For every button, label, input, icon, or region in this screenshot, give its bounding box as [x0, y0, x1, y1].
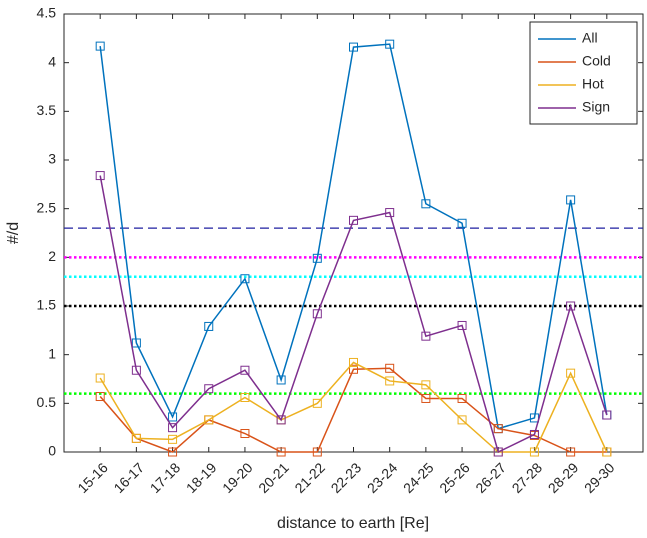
- marker: [131, 433, 141, 443]
- y-tick-label: 4.5: [37, 5, 57, 21]
- x-tick-label: 27-28: [509, 459, 546, 496]
- marker: [529, 447, 539, 457]
- marker: [493, 424, 503, 434]
- marker: [95, 392, 105, 402]
- x-tick-label: 26-27: [472, 459, 509, 496]
- y-tick-label: 2.5: [37, 199, 57, 215]
- marker: [566, 301, 576, 311]
- marker: [95, 41, 105, 51]
- marker: [168, 423, 178, 433]
- x-tick-label: 22-23: [328, 459, 365, 496]
- marker: [276, 447, 286, 457]
- x-tick-label: 15-16: [74, 459, 111, 496]
- x-tick-label: 28-29: [545, 459, 582, 496]
- marker: [312, 309, 322, 319]
- marker: [240, 365, 250, 375]
- marker: [457, 415, 467, 425]
- marker: [204, 321, 214, 331]
- x-tick-label: 25-26: [436, 459, 473, 496]
- marker: [240, 392, 250, 402]
- marker: [493, 447, 503, 457]
- marker: [312, 447, 322, 457]
- marker: [276, 375, 286, 385]
- series-line: [99, 361, 608, 453]
- y-tick-label: 2: [48, 248, 56, 264]
- x-axis-label: distance to earth [Re]: [277, 515, 429, 532]
- legend-label: All: [582, 30, 598, 46]
- x-tick-label: 19-20: [219, 459, 256, 496]
- y-axis-label: #/d: [5, 222, 22, 244]
- marker: [131, 338, 141, 348]
- marker: [529, 429, 539, 439]
- series-line: [99, 43, 608, 430]
- marker: [566, 195, 576, 205]
- marker: [95, 171, 105, 181]
- x-tick-label: 21-22: [291, 459, 328, 496]
- marker: [168, 412, 178, 422]
- marker: [240, 274, 250, 284]
- marker: [385, 208, 395, 218]
- marker: [95, 373, 105, 383]
- marker: [168, 447, 178, 457]
- series-line: [99, 367, 607, 453]
- marker: [131, 365, 141, 375]
- marker: [421, 380, 431, 390]
- x-tick-label: 20-21: [255, 459, 292, 496]
- marker: [421, 331, 431, 341]
- marker: [566, 447, 576, 457]
- marker: [349, 215, 358, 225]
- y-tick-label: 0.5: [37, 394, 57, 410]
- marker: [349, 357, 358, 367]
- marker: [349, 364, 358, 374]
- marker: [385, 39, 395, 49]
- marker: [385, 376, 395, 386]
- y-tick-label: 4: [48, 53, 56, 69]
- marker: [457, 320, 467, 330]
- marker: [312, 253, 322, 263]
- marker: [168, 434, 178, 444]
- y-tick-label: 3: [48, 151, 56, 167]
- marker: [240, 429, 250, 439]
- y-tick-label: 0: [48, 443, 56, 459]
- marker: [602, 410, 612, 420]
- marker: [457, 393, 467, 403]
- x-tick-label: 18-19: [183, 459, 220, 496]
- marker: [349, 42, 358, 52]
- marker: [602, 447, 612, 457]
- marker: [385, 363, 395, 373]
- legend-label: Cold: [582, 53, 611, 69]
- marker: [204, 384, 214, 394]
- marker: [204, 415, 214, 425]
- marker: [312, 398, 322, 408]
- x-tick-label: 17-18: [147, 459, 184, 496]
- x-tick-label: 16-17: [110, 459, 147, 496]
- x-tick-label: 24-25: [400, 459, 437, 496]
- series-line: [99, 175, 608, 454]
- y-tick-label: 1.5: [37, 297, 57, 313]
- marker: [457, 218, 467, 228]
- legend-label: Hot: [582, 76, 604, 92]
- marker: [421, 393, 431, 403]
- legend-label: Sign: [582, 99, 610, 115]
- x-tick-label: 29-30: [581, 459, 618, 496]
- y-tick-label: 1: [48, 345, 56, 361]
- marker: [421, 199, 431, 209]
- y-tick-label: 3.5: [37, 102, 57, 118]
- x-tick-label: 23-24: [364, 459, 401, 496]
- marker: [566, 368, 576, 378]
- marker: [276, 415, 286, 425]
